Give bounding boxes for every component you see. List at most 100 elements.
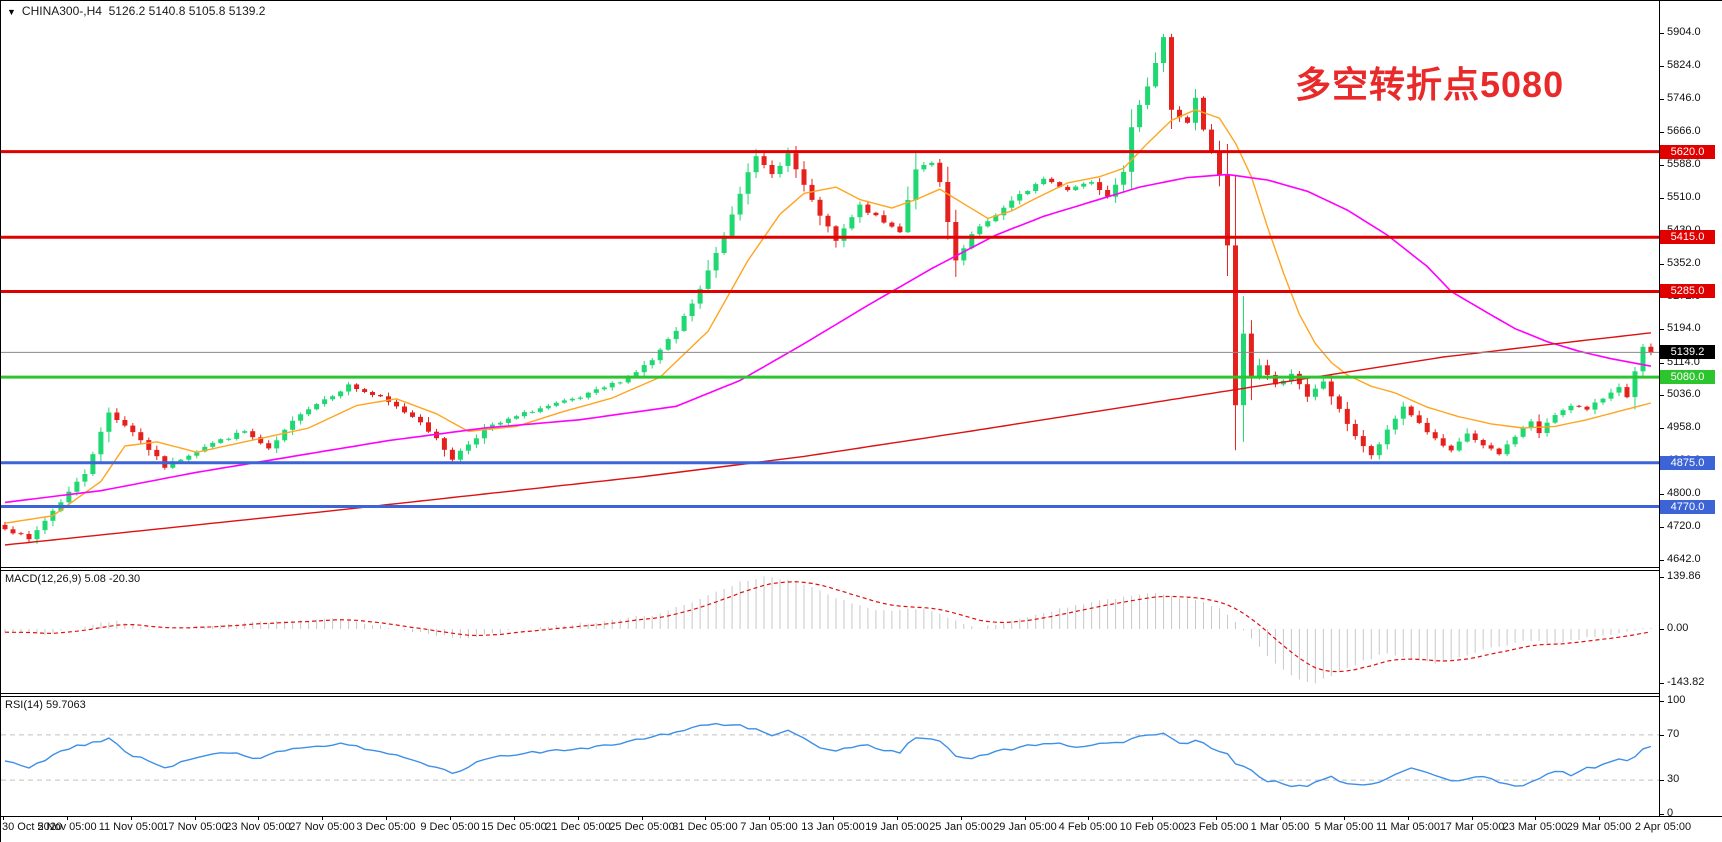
price-tick-label: 5352.0 <box>1667 257 1701 269</box>
axis-tick-mark <box>1659 577 1664 578</box>
main-chart[interactable] <box>1 20 1659 566</box>
price-tick-label: 5824.0 <box>1667 59 1701 71</box>
axis-tick-mark <box>1659 735 1664 736</box>
date-tick-label: 31 Dec 05:00 <box>672 821 738 833</box>
time-tick-mark <box>1535 816 1536 820</box>
time-tick-mark <box>195 816 196 820</box>
axis-tick-mark <box>1659 132 1664 133</box>
date-tick-label: 5 Nov 05:00 <box>37 821 97 833</box>
price-tick-label: 5904.0 <box>1667 26 1701 38</box>
price-tick-label: 5510.0 <box>1667 191 1701 203</box>
panel-separator[interactable] <box>1 693 1660 694</box>
axis-tick-mark <box>1659 780 1664 781</box>
axis-tick-mark <box>1659 165 1664 166</box>
ma-red-line <box>4 332 1651 546</box>
macd-signal-line <box>4 581 1651 673</box>
price-level-badge[interactable]: 4770.0 <box>1660 500 1715 514</box>
price-tick-label: 4800.0 <box>1667 487 1701 499</box>
panel-separator[interactable] <box>1 567 1660 568</box>
ohlc-values: 5126.2 5140.8 5105.8 5139.2 <box>108 4 266 18</box>
date-tick-label: 30 Oct 2020 <box>2 821 62 833</box>
symbol-dropdown-icon[interactable]: ▼ <box>7 7 16 17</box>
time-tick-mark <box>1216 816 1217 820</box>
price-tick-label: 70 <box>1667 728 1680 740</box>
price-level-badge[interactable]: 5620.0 <box>1660 145 1715 159</box>
time-tick-mark <box>131 816 132 820</box>
price-tick-label: 4642.0 <box>1667 553 1701 565</box>
time-tick-mark <box>769 816 770 820</box>
date-tick-label: 23 Nov 05:00 <box>225 821 291 833</box>
axis-tick-mark <box>1659 198 1664 199</box>
axis-tick-mark <box>1659 701 1664 702</box>
time-tick-mark <box>3 816 4 820</box>
axis-tick-mark <box>1659 560 1664 561</box>
date-tick-label: 17 Mar 05:00 <box>1439 821 1505 833</box>
price-tick-label: 4958.0 <box>1667 421 1701 433</box>
time-tick-mark <box>1152 816 1153 820</box>
time-tick-mark <box>258 816 259 820</box>
axis-tick-mark <box>1659 264 1664 265</box>
rsi-line <box>4 722 1652 788</box>
price-tick-label: 0.00 <box>1667 622 1689 634</box>
current-price-badge[interactable]: 5139.2 <box>1660 345 1715 359</box>
date-tick-label: 27 Nov 05:00 <box>289 821 355 833</box>
date-tick-label: 19 Jan 05:00 <box>865 821 929 833</box>
price-level-badge[interactable]: 4875.0 <box>1660 456 1715 470</box>
macd-histogram <box>4 576 1652 684</box>
date-tick-label: 10 Feb 05:00 <box>1119 821 1185 833</box>
price-tick-label: 139.86 <box>1667 570 1701 582</box>
price-tick-label: 30 <box>1667 773 1680 785</box>
time-tick-mark <box>642 816 643 820</box>
axis-tick-mark <box>1659 494 1664 495</box>
chart-title: ▼ CHINA300-,H4 5126.2 5140.8 5105.8 5139.… <box>7 4 265 18</box>
panel-separator[interactable] <box>1 696 1660 697</box>
axis-tick-mark <box>1659 527 1664 528</box>
macd-chart[interactable] <box>1 571 1659 692</box>
axis-tick-mark <box>1659 683 1664 684</box>
time-tick-mark <box>961 816 962 820</box>
time-tick-mark <box>450 816 451 820</box>
axis-tick-mark <box>1659 395 1664 396</box>
price-tick-label: 5746.0 <box>1667 92 1701 104</box>
axis-tick-mark <box>1659 99 1664 100</box>
date-tick-label: 4 Feb 05:00 <box>1058 821 1118 833</box>
axis-tick-mark <box>1659 363 1664 364</box>
time-tick-mark <box>897 816 898 820</box>
time-tick-mark <box>705 816 706 820</box>
date-tick-label: 29 Mar 05:00 <box>1566 821 1632 833</box>
rsi-chart[interactable] <box>1 697 1659 815</box>
price-tick-label: -143.82 <box>1667 676 1705 688</box>
date-tick-label: 1 Mar 05:00 <box>1250 821 1310 833</box>
price-axis-line <box>1659 1 1660 816</box>
price-tick-label: 5114.0 <box>1667 356 1700 368</box>
date-tick-label: 25 Dec 05:00 <box>609 821 675 833</box>
panel-separator[interactable] <box>1 570 1660 571</box>
price-tick-label: 0 <box>1667 807 1674 819</box>
price-tick-label: 5666.0 <box>1667 125 1701 137</box>
time-tick-mark <box>322 816 323 820</box>
price-level-badge[interactable]: 5080.0 <box>1660 370 1715 384</box>
axis-tick-mark <box>1659 33 1664 34</box>
candlestick-series <box>2 33 1654 544</box>
axis-tick-mark <box>1659 428 1664 429</box>
ma-orange-line <box>4 109 1652 524</box>
price-tick-label: 5588.0 <box>1667 158 1701 170</box>
axis-tick-mark <box>1659 329 1664 330</box>
date-tick-label: 13 Jan 05:00 <box>801 821 865 833</box>
time-tick-mark <box>1408 816 1409 820</box>
price-tick-label: 100 <box>1667 694 1686 706</box>
date-tick-label: 3 Dec 05:00 <box>356 821 416 833</box>
price-tick-label: 4720.0 <box>1667 520 1701 532</box>
symbol-label: CHINA300-,H4 <box>21 4 102 18</box>
price-level-badge[interactable]: 5415.0 <box>1660 230 1715 244</box>
date-tick-label: 9 Dec 05:00 <box>420 821 480 833</box>
time-axis-line <box>1 816 1722 817</box>
price-level-badge[interactable]: 5285.0 <box>1660 284 1715 298</box>
time-tick-mark <box>67 816 68 820</box>
axis-tick-mark <box>1659 66 1664 67</box>
price-tick-label: 5194.0 <box>1667 322 1701 334</box>
annotation-text: 多空转折点5080 <box>1295 64 1565 105</box>
date-tick-label: 15 Dec 05:00 <box>481 821 547 833</box>
date-tick-label: 29 Jan 05:00 <box>993 821 1057 833</box>
